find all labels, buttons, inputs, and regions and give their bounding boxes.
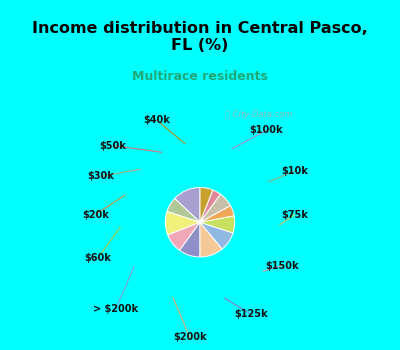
Text: $20k: $20k bbox=[82, 210, 109, 219]
Wedge shape bbox=[168, 222, 200, 250]
Wedge shape bbox=[180, 222, 200, 257]
Text: > $200k: > $200k bbox=[93, 304, 138, 314]
Wedge shape bbox=[200, 205, 234, 222]
Wedge shape bbox=[165, 211, 200, 235]
Text: Multirace residents: Multirace residents bbox=[132, 70, 268, 83]
Text: $125k: $125k bbox=[234, 309, 268, 319]
Text: $40k: $40k bbox=[143, 115, 170, 125]
Wedge shape bbox=[175, 188, 200, 222]
Text: $200k: $200k bbox=[173, 332, 206, 342]
Wedge shape bbox=[167, 198, 200, 222]
Wedge shape bbox=[200, 190, 220, 222]
Text: $10k: $10k bbox=[281, 166, 308, 176]
Wedge shape bbox=[200, 216, 235, 233]
Text: $30k: $30k bbox=[87, 171, 114, 181]
Wedge shape bbox=[200, 194, 230, 222]
Wedge shape bbox=[200, 222, 233, 249]
Text: $100k: $100k bbox=[250, 125, 283, 135]
Text: $60k: $60k bbox=[84, 253, 111, 263]
Text: $50k: $50k bbox=[100, 141, 126, 150]
Wedge shape bbox=[200, 188, 213, 222]
Text: ⓘ City-Data.com: ⓘ City-Data.com bbox=[225, 111, 292, 119]
Text: Income distribution in Central Pasco,
FL (%): Income distribution in Central Pasco, FL… bbox=[32, 21, 368, 53]
Text: $150k: $150k bbox=[265, 261, 298, 271]
Wedge shape bbox=[200, 222, 222, 257]
Text: $75k: $75k bbox=[281, 210, 308, 219]
